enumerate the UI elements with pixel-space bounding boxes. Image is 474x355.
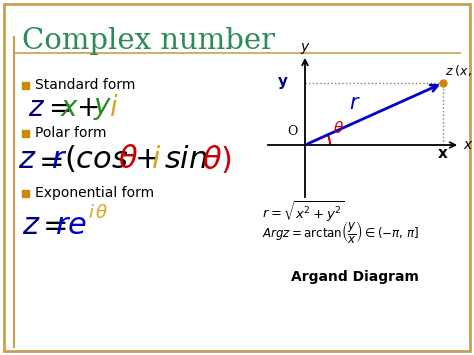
Text: $r$: $r$ <box>349 93 361 113</box>
Text: $\theta$: $\theta$ <box>118 144 138 175</box>
Text: Standard form: Standard form <box>35 78 136 92</box>
Text: $\mathbf{y}$: $\mathbf{y}$ <box>277 75 289 91</box>
Text: Polar form: Polar form <box>35 126 107 140</box>
Text: $r = \sqrt{x^2 + y^2}$: $r = \sqrt{x^2 + y^2}$ <box>262 200 345 224</box>
Text: $r$: $r$ <box>51 144 67 175</box>
Text: $(cos$: $(cos$ <box>64 144 128 175</box>
Text: $z$: $z$ <box>28 94 45 121</box>
Text: $sin$: $sin$ <box>164 144 208 175</box>
Text: $+$: $+$ <box>76 94 99 121</box>
Text: $\theta$: $\theta$ <box>333 120 344 136</box>
Bar <box>22 190 29 197</box>
Text: $=$: $=$ <box>37 209 67 240</box>
Bar <box>22 82 29 89</box>
Text: $x$: $x$ <box>463 138 474 152</box>
Text: $=$: $=$ <box>33 144 64 175</box>
Text: $\theta)$: $\theta)$ <box>202 144 232 176</box>
Text: Argand Diagram: Argand Diagram <box>291 270 419 284</box>
Text: $z$: $z$ <box>22 209 41 240</box>
Text: $\mathbf{x}$: $\mathbf{x}$ <box>437 147 449 161</box>
Text: $z\;(x,\,y)$: $z\;(x,\,y)$ <box>445 63 474 80</box>
Text: Complex number: Complex number <box>22 27 275 55</box>
Text: $+$: $+$ <box>134 144 158 175</box>
Text: $=$: $=$ <box>43 94 71 121</box>
Text: O: O <box>287 125 297 138</box>
Text: $y$: $y$ <box>300 41 310 56</box>
Text: Exponential form: Exponential form <box>35 186 154 200</box>
Text: $i$: $i$ <box>109 94 118 121</box>
Text: $re$: $re$ <box>55 209 87 240</box>
Text: $y$: $y$ <box>93 94 112 121</box>
Text: $Argz = \arctan\!\left(\dfrac{y}{x}\right) \in (-\pi,\,\pi]$: $Argz = \arctan\!\left(\dfrac{y}{x}\righ… <box>262 220 419 246</box>
Text: $i\,\theta$: $i\,\theta$ <box>88 204 109 222</box>
Bar <box>22 130 29 137</box>
Text: $x$: $x$ <box>60 94 79 121</box>
Text: $z$: $z$ <box>18 144 36 175</box>
Text: $i$: $i$ <box>151 144 161 175</box>
